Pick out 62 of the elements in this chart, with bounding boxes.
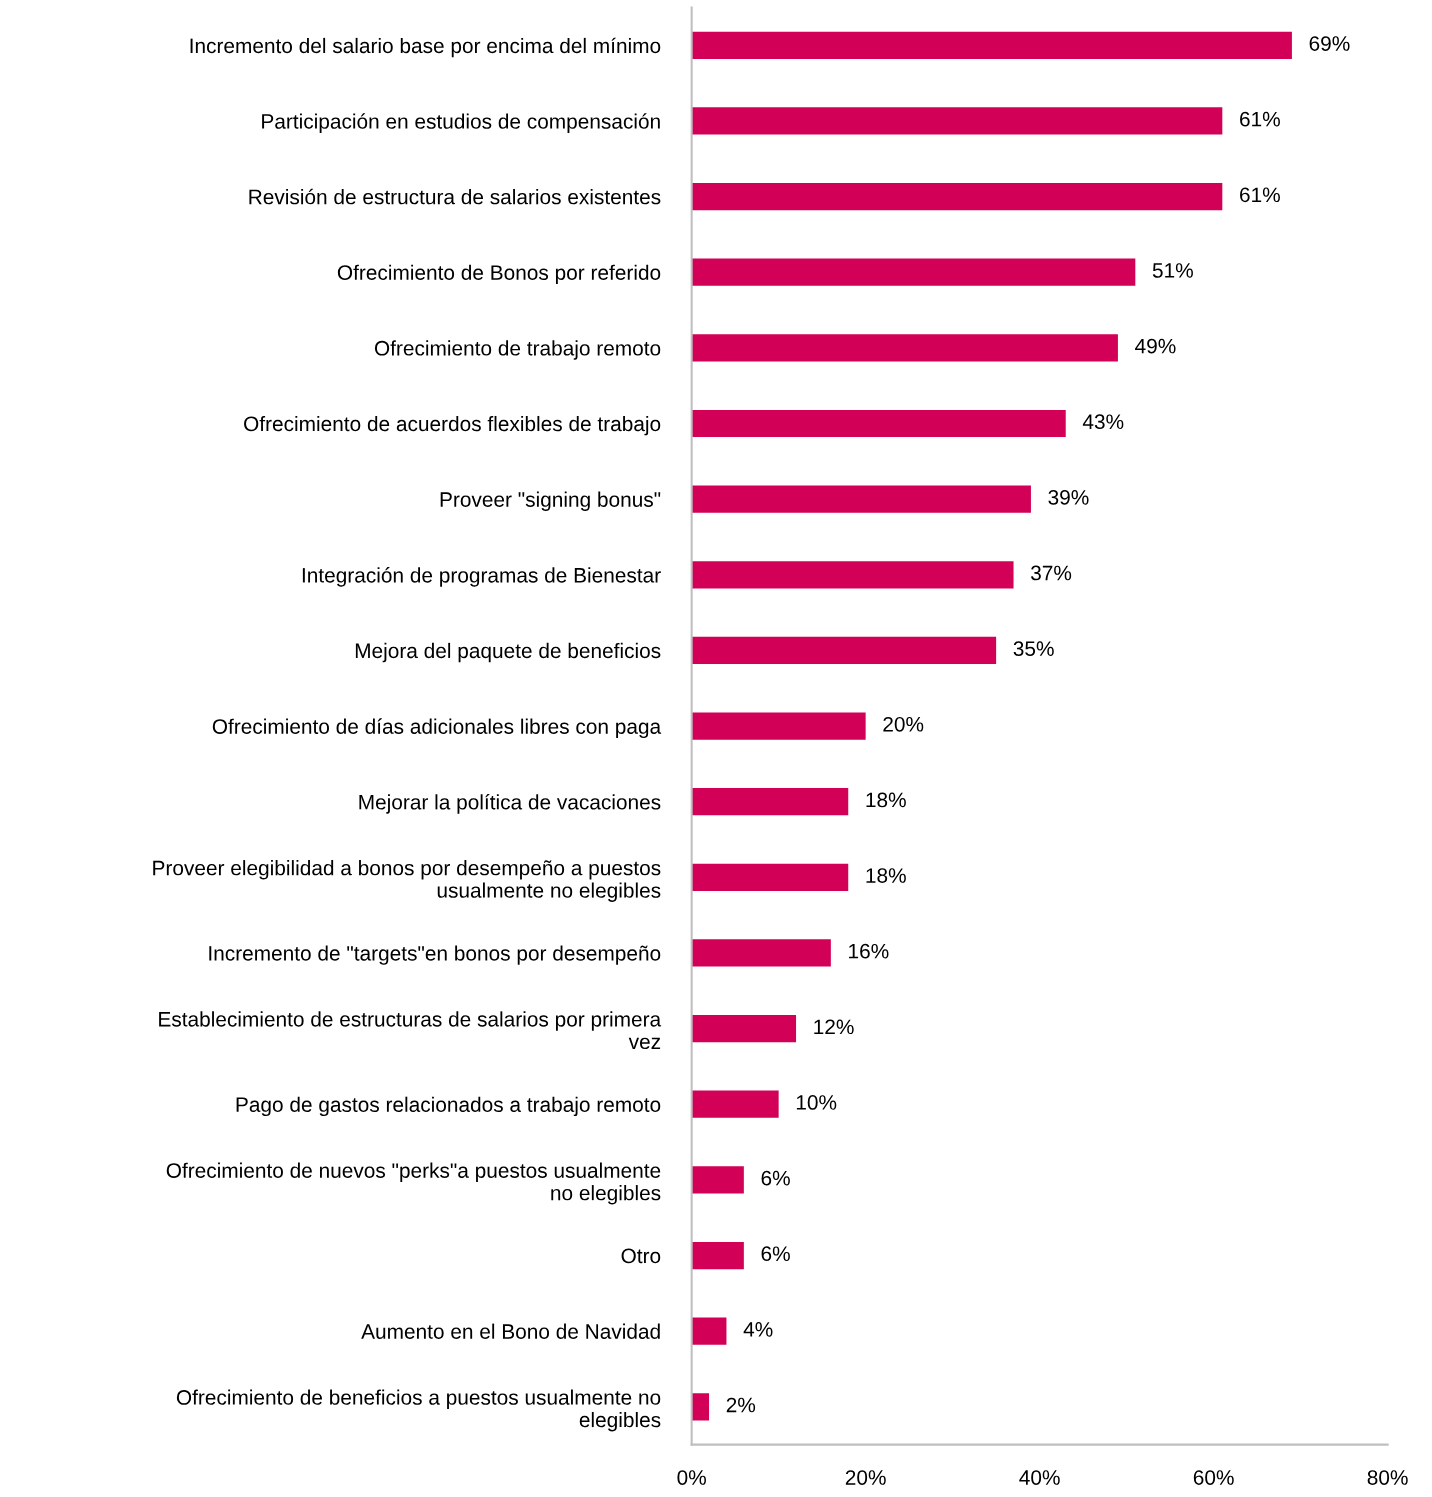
bar (691, 182, 1223, 211)
y-tick-label: Proveer elegibilidad a bonos por desempeño a puestos usualmente no elegibles (153, 860, 661, 902)
data-label: 69% (1309, 36, 1350, 51)
y-tick-label: Incremento del salario base por encima del mínimo (190, 37, 661, 58)
bar (691, 561, 1014, 589)
y-tick-label: Mejora del paquete de beneficios (355, 642, 661, 663)
data-label: 51% (1152, 263, 1193, 278)
bar (691, 939, 831, 967)
bar (691, 863, 849, 891)
x-tick-label: 20% (845, 1470, 886, 1485)
y-tick-label: Ofrecimiento de días adicionales libres con paga (212, 718, 662, 739)
data-label: 37% (1030, 565, 1072, 581)
y-tick-label: Ofrecimiento de beneficios a puestos usualmente no elegibles (176, 1389, 661, 1432)
bar (691, 712, 866, 740)
data-label: 18% (866, 792, 906, 808)
data-label: 12% (814, 1019, 854, 1035)
y-tick-label: Participación en estudios de compensación (262, 113, 660, 133)
y-tick-label: Proveer "signing bonus" (440, 491, 661, 511)
bar (691, 1166, 744, 1194)
bar (691, 636, 997, 665)
data-label: 61% (1240, 187, 1280, 203)
bar (691, 334, 1118, 362)
bar (691, 1241, 744, 1270)
y-tick-label: Ofrecimiento de Bonos por referido (337, 264, 661, 285)
y-tick-label: Ofrecimiento de trabajo remoto (374, 340, 661, 360)
bar (691, 107, 1223, 135)
y-tick-label: Integración de programas de Bienestar (302, 567, 661, 587)
y-tick-label: Otro (621, 1248, 661, 1264)
data-label: 61% (1240, 111, 1280, 127)
data-label: 43% (1082, 414, 1124, 430)
data-label: 18% (866, 868, 906, 883)
bar (691, 788, 849, 816)
bar (691, 409, 1066, 438)
bar (691, 1393, 710, 1421)
y-tick-label: Ofrecimiento de acuerdos flexibles de trabajo (244, 415, 661, 436)
bar (691, 485, 1031, 513)
y-tick-label: Pago de gastos relacionados a trabajo remoto (236, 1096, 661, 1117)
data-label: 10% (796, 1095, 837, 1110)
data-label: 35% (1013, 641, 1054, 656)
y-tick-label: Incremento de "targets"en bonos por desempeño (209, 945, 661, 965)
data-label: 16% (849, 943, 889, 959)
y-tick-label: Ofrecimiento de nuevos "perks"a puestos usualmente no elegibles (166, 1162, 661, 1205)
bar (691, 1317, 727, 1345)
y-tick-label: Revisión de estructura de salarios existentes (249, 188, 661, 205)
x-tick-label: 60% (1193, 1470, 1234, 1485)
y-tick-label: Establecimiento de estructuras de salarios por primera vez (159, 1011, 662, 1050)
data-label: 6% (761, 1246, 790, 1262)
data-label: 39% (1048, 489, 1089, 505)
y-tick-label: Aumento en el Bono de Navidad (361, 1323, 660, 1339)
x-tick-label: 40% (1019, 1470, 1060, 1485)
data-label: 6% (761, 1170, 790, 1186)
data-label: 2% (726, 1397, 756, 1413)
bar (691, 31, 1292, 59)
x-tick-label: 0% (677, 1470, 706, 1485)
bar (691, 258, 1136, 286)
data-label: 49% (1135, 338, 1176, 354)
data-label: 20% (883, 716, 924, 732)
data-label: 4% (743, 1322, 773, 1337)
y-tick-label: Mejorar la política de vacaciones (359, 794, 661, 814)
x-tick-label: 80% (1367, 1470, 1408, 1485)
bar (691, 1014, 797, 1043)
bar (691, 1090, 779, 1118)
